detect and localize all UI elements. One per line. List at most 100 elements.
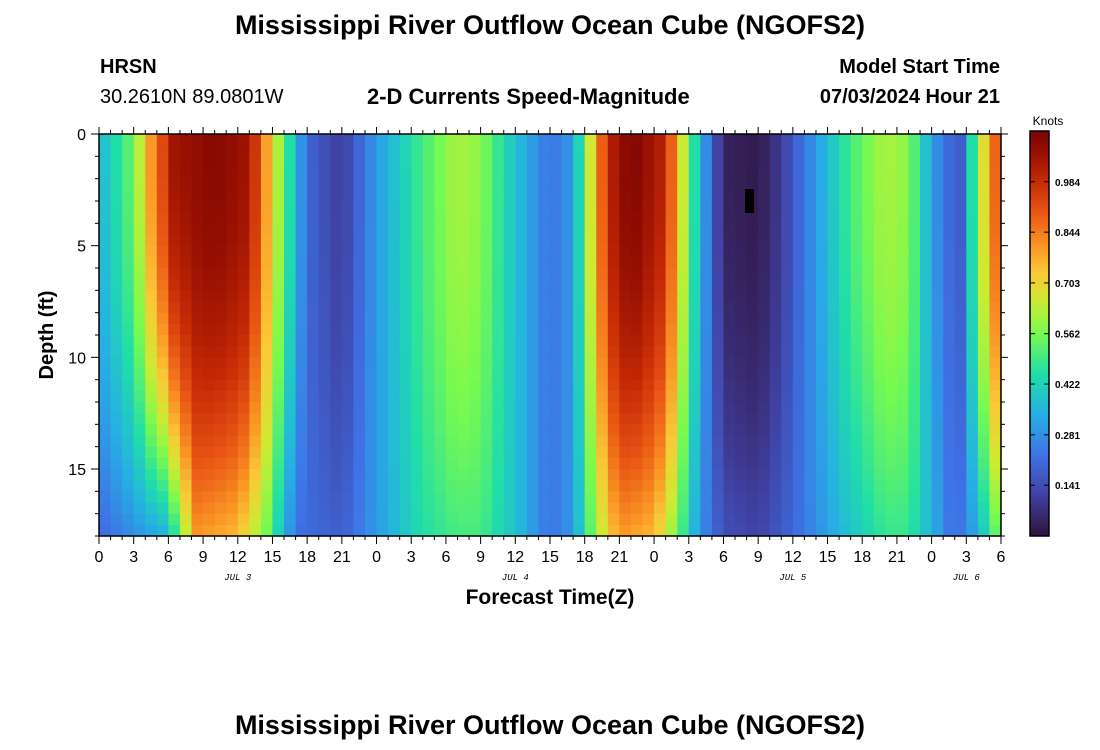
heatmap-cell	[295, 312, 308, 325]
heatmap-cell	[145, 223, 158, 236]
heatmap-cell	[827, 134, 840, 146]
heatmap-cell	[156, 424, 169, 437]
heatmap-cell	[746, 402, 759, 414]
heatmap-cell	[272, 212, 285, 224]
heatmap-cell	[122, 424, 135, 437]
heatmap-cell	[260, 446, 274, 459]
heatmap-cell	[341, 379, 355, 392]
heatmap-cell	[214, 469, 227, 481]
heatmap-cell	[492, 402, 505, 414]
heatmap-cell	[550, 312, 563, 325]
heatmap-cell	[711, 335, 725, 347]
heatmap-cell	[237, 312, 250, 325]
heatmap-cell	[480, 524, 493, 537]
heatmap-cell	[607, 223, 620, 236]
heatmap-cell	[908, 469, 921, 481]
heatmap-cell	[469, 245, 482, 258]
heatmap-cell	[492, 212, 505, 224]
heatmap-cell	[931, 245, 944, 258]
heatmap-cell	[781, 279, 794, 291]
heatmap-cell	[642, 446, 655, 459]
heatmap-cell	[711, 424, 725, 437]
heatmap-cell	[665, 446, 678, 459]
heatmap-cell	[272, 234, 285, 247]
heatmap-cell	[723, 312, 736, 325]
heatmap-cell	[492, 256, 505, 269]
heatmap-cell	[284, 513, 297, 526]
heatmap-cell	[318, 145, 331, 157]
heatmap-cell	[758, 491, 771, 504]
heatmap-cell	[318, 413, 331, 425]
heatmap-cell	[411, 312, 424, 325]
heatmap-cell	[723, 457, 736, 470]
heatmap-cell	[723, 323, 736, 336]
heatmap-cell	[214, 312, 227, 325]
heatmap-cell	[445, 245, 459, 258]
heatmap-cell	[272, 424, 285, 437]
heatmap-cell	[573, 435, 586, 448]
heatmap-cell	[596, 312, 609, 325]
heatmap-cell	[503, 424, 516, 437]
heatmap-cell	[873, 390, 886, 403]
heatmap-cell	[839, 156, 852, 169]
heatmap-cell	[434, 201, 447, 213]
heatmap-cell	[839, 167, 852, 180]
heatmap-cell	[584, 402, 597, 414]
heatmap-cell	[711, 156, 725, 169]
heatmap-cell	[203, 457, 216, 470]
heatmap-cell	[804, 323, 817, 336]
heatmap-cell	[307, 469, 320, 481]
heatmap-cell	[411, 457, 424, 470]
heatmap-cell	[561, 491, 574, 504]
heatmap-cell	[445, 201, 459, 213]
heatmap-cell	[249, 346, 262, 358]
heatmap-cell	[839, 178, 852, 191]
heatmap-cell	[226, 435, 239, 448]
heatmap-cell	[457, 513, 470, 526]
heatmap-cell	[943, 301, 956, 314]
heatmap-cell	[758, 201, 771, 213]
heatmap-cell	[341, 156, 355, 169]
heatmap-cell	[318, 279, 331, 291]
heatmap-cell	[179, 446, 193, 459]
heatmap-cell	[561, 413, 574, 425]
heatmap-cell	[677, 335, 690, 347]
heatmap-cell	[122, 390, 135, 403]
heatmap-cell	[896, 513, 910, 526]
heatmap-cell	[191, 346, 204, 358]
heatmap-cell	[896, 301, 910, 314]
heatmap-cell	[307, 134, 320, 146]
heatmap-cell	[989, 335, 1002, 347]
heatmap-cell	[596, 212, 609, 224]
heatmap-cell	[839, 301, 852, 314]
heatmap-cell	[422, 446, 435, 459]
heatmap-cell	[191, 457, 204, 470]
heatmap-cell	[607, 435, 620, 448]
heatmap-cell	[411, 279, 424, 291]
heatmap-cell	[307, 368, 320, 381]
heatmap-cell	[550, 524, 563, 537]
heatmap-cell	[492, 357, 505, 370]
heatmap-cell	[931, 368, 944, 381]
heatmap-cell	[873, 256, 886, 269]
heatmap-cell	[411, 290, 424, 303]
heatmap-cell	[191, 323, 204, 336]
heatmap-cell	[665, 245, 678, 258]
heatmap-cell	[469, 256, 482, 269]
heatmap-cell	[550, 457, 563, 470]
heatmap-cell	[295, 357, 308, 370]
heatmap-cell	[954, 346, 967, 358]
heatmap-cell	[943, 390, 956, 403]
heatmap-cell	[341, 524, 355, 537]
heatmap-cell	[237, 335, 250, 347]
heatmap-cell	[307, 256, 320, 269]
heatmap-cell	[260, 435, 274, 448]
x-tick-label: 15	[819, 549, 837, 566]
heatmap-cell	[584, 212, 597, 224]
heatmap-cell	[873, 223, 886, 236]
heatmap-cell	[469, 335, 482, 347]
heatmap-cell	[388, 513, 401, 526]
heatmap-cell	[422, 279, 435, 291]
heatmap-cell	[284, 424, 297, 437]
heatmap-cell	[584, 201, 597, 213]
